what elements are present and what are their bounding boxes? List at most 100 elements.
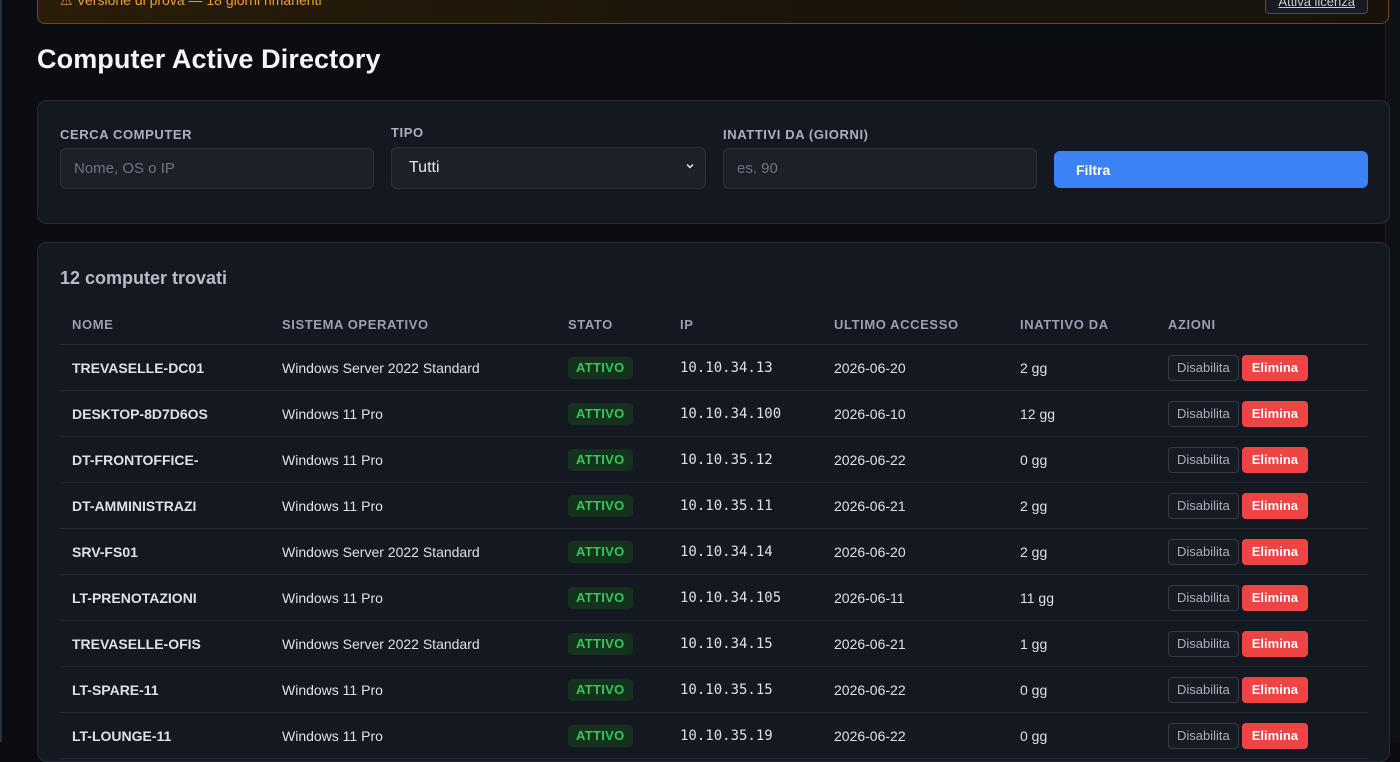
actions-cell: Disabilita Elimina: [1156, 666, 1368, 713]
results-panel: 12 computer trovati NOME SISTEMA OPERATI…: [37, 242, 1390, 762]
disable-button[interactable]: Disabilita: [1168, 538, 1239, 565]
column-header-actions: AZIONI: [1156, 304, 1368, 345]
table-row: DT-AMMINISTRAZI Windows 11 Pro ATTIVO 10.10…: [60, 482, 1368, 529]
trial-banner: ⚠ Versione di prova — 18 giorni rimanent…: [37, 0, 1389, 24]
actions-cell: Disabilita Elimina: [1156, 436, 1368, 483]
column-header-inactive[interactable]: INATTIVO DA: [1008, 304, 1156, 345]
actions-cell: Disabilita Elimina: [1156, 620, 1368, 667]
status-cell: ATTIVO: [556, 390, 668, 437]
table-row: SRV-FS01 Windows Server 2022 Standard ATTI…: [60, 528, 1368, 575]
filter-button[interactable]: Filtra: [1054, 151, 1368, 188]
delete-button[interactable]: Elimina: [1241, 492, 1308, 519]
ip-address: 10.10.35.12: [668, 436, 822, 483]
status-badge: ATTIVO: [568, 356, 633, 379]
status-badge: ATTIVO: [568, 402, 633, 425]
computer-name: DT-AMMINISTRAZI: [60, 482, 270, 529]
status-cell: ATTIVO: [556, 666, 668, 713]
column-header-status[interactable]: STATO: [556, 304, 668, 345]
inactive-days: 0 gg: [1008, 712, 1156, 759]
last-access: 2026-06-10: [822, 390, 1008, 437]
inactive-days: 0 gg: [1008, 666, 1156, 713]
computer-name: DESKTOP-8D7D6OS: [60, 390, 270, 437]
last-access: 2026-06-22: [822, 436, 1008, 483]
last-access: 2026-06-21: [822, 620, 1008, 667]
status-badge: ATTIVO: [568, 724, 633, 747]
column-header-name[interactable]: NOME: [60, 304, 270, 345]
actions-cell: Disabilita Elimina: [1156, 344, 1368, 391]
status-badge: ATTIVO: [568, 540, 633, 563]
search-input[interactable]: [60, 148, 374, 189]
delete-button[interactable]: Elimina: [1241, 538, 1308, 565]
ip-address: 10.10.35.11: [668, 482, 822, 529]
window-left-edge: [0, 0, 2, 742]
disable-button[interactable]: Disabilita: [1168, 400, 1239, 427]
type-select-value: Tutti: [409, 159, 440, 176]
status-badge: ATTIVO: [568, 678, 633, 701]
table-row: TREVASELLE-DC01 Windows Server 2022 Stand…: [60, 344, 1368, 391]
computer-name: DT-FRONTOFFICE-: [60, 436, 270, 483]
disable-button[interactable]: Disabilita: [1168, 630, 1239, 657]
inactive-days: 2 gg: [1008, 528, 1156, 575]
ip-address: 10.10.34.105: [668, 574, 822, 621]
status-cell: ATTIVO: [556, 574, 668, 621]
ip-address: 10.10.34.15: [668, 620, 822, 667]
operating-system: Windows 11 Pro: [270, 712, 556, 759]
status-badge: ATTIVO: [568, 632, 633, 655]
operating-system: Windows 11 Pro: [270, 666, 556, 713]
delete-button[interactable]: Elimina: [1241, 446, 1308, 473]
ip-address: 10.10.34.14: [668, 528, 822, 575]
delete-button[interactable]: Elimina: [1241, 584, 1308, 611]
actions-cell: Disabilita Elimina: [1156, 482, 1368, 529]
disable-button[interactable]: Disabilita: [1168, 722, 1239, 749]
chevron-down-icon: [686, 163, 694, 169]
table-row: LT-LOUNGE-11 Windows 11 Pro ATTIVO 10.10.35…: [60, 712, 1368, 759]
inactive-days: 11 gg: [1008, 574, 1156, 621]
delete-button[interactable]: Elimina: [1241, 400, 1308, 427]
status-cell: ATTIVO: [556, 344, 668, 391]
column-header-os[interactable]: SISTEMA OPERATIVO: [270, 304, 556, 345]
disable-button[interactable]: Disabilita: [1168, 492, 1239, 519]
actions-cell: Disabilita Elimina: [1156, 712, 1368, 759]
disable-button[interactable]: Disabilita: [1168, 584, 1239, 611]
column-header-ip[interactable]: IP: [668, 304, 822, 345]
delete-button[interactable]: Elimina: [1241, 676, 1308, 703]
status-cell: ATTIVO: [556, 528, 668, 575]
disable-button[interactable]: Disabilita: [1168, 446, 1239, 473]
operating-system: Windows 11 Pro: [270, 482, 556, 529]
computer-name: LT-LOUNGE-11: [60, 712, 270, 759]
computer-name: LT-SPARE-11: [60, 666, 270, 713]
table-row: TREVASELLE-OFIS Windows Server 2022 Stand…: [60, 620, 1368, 667]
ip-address: 10.10.34.13: [668, 344, 822, 391]
last-access: 2026-06-11: [822, 574, 1008, 621]
inactive-days-label: INATTIVI DA (GIORNI): [723, 127, 869, 142]
delete-button[interactable]: Elimina: [1241, 722, 1308, 749]
table-row: LT-PRENOTAZIONI Windows 11 Pro ATTIVO 10.10…: [60, 574, 1368, 621]
computers-table: NOME SISTEMA OPERATIVO STATO IP ULTIMO A…: [60, 304, 1368, 759]
status-badge: ATTIVO: [568, 494, 633, 517]
disable-button[interactable]: Disabilita: [1168, 676, 1239, 703]
operating-system: Windows Server 2022 Standard: [270, 620, 556, 667]
operating-system: Windows 11 Pro: [270, 574, 556, 621]
last-access: 2026-06-20: [822, 528, 1008, 575]
actions-cell: Disabilita Elimina: [1156, 574, 1368, 621]
column-header-last-access[interactable]: ULTIMO ACCESSO: [822, 304, 1008, 345]
status-badge: ATTIVO: [568, 448, 633, 471]
computer-name: LT-PRENOTAZIONI: [60, 574, 270, 621]
table-row: DESKTOP-8D7D6OS Windows 11 Pro ATTIVO 10.10…: [60, 390, 1368, 437]
activate-license-button[interactable]: Attiva licenza: [1265, 0, 1368, 14]
delete-button[interactable]: Elimina: [1241, 630, 1308, 657]
status-cell: ATTIVO: [556, 436, 668, 483]
disable-button[interactable]: Disabilita: [1168, 354, 1239, 381]
status-cell: ATTIVO: [556, 620, 668, 667]
table-header-row: NOME SISTEMA OPERATIVO STATO IP ULTIMO A…: [60, 304, 1368, 345]
inactive-days-input[interactable]: [723, 148, 1037, 189]
delete-button[interactable]: Elimina: [1241, 354, 1308, 381]
computer-name: SRV-FS01: [60, 528, 270, 575]
ip-address: 10.10.35.15: [668, 666, 822, 713]
last-access: 2026-06-21: [822, 482, 1008, 529]
inactive-days: 12 gg: [1008, 390, 1156, 437]
table-row: DT-FRONTOFFICE- Windows 11 Pro ATTIVO 10.10…: [60, 436, 1368, 483]
results-count: 12 computer trovati: [60, 268, 228, 288]
ip-address: 10.10.35.19: [668, 712, 822, 759]
type-select[interactable]: Tutti: [391, 147, 706, 189]
